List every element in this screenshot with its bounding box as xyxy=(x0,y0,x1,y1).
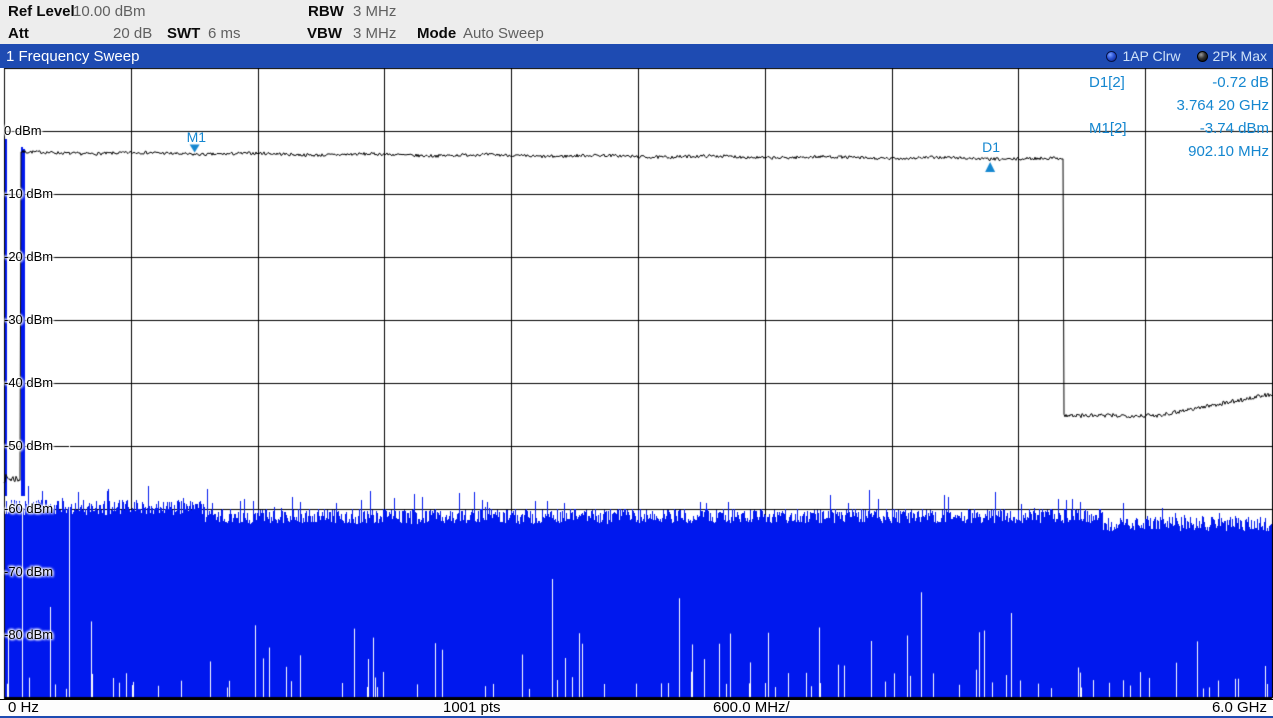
trace2-indicator[interactable]: 2Pk Max xyxy=(1196,48,1267,64)
marker-readout-row: 3.764 20 GHz xyxy=(1089,97,1269,120)
marker-readout-value: -3.74 dBm xyxy=(1199,120,1269,137)
stop-frequency: 6.0 GHz xyxy=(1211,699,1267,716)
spectrum-plot: 0 dBm -10 dBm -20 dBm -30 dBm -40 dBm -50 dBm… xyxy=(0,68,1273,699)
trace2-label: 2Pk Max xyxy=(1212,48,1267,64)
y-axis-label: -50 dBm xyxy=(4,438,54,453)
ref-level-label[interactable]: Ref Level xyxy=(8,3,75,20)
marker-readout-name: D1[2] xyxy=(1089,74,1125,91)
swt-value[interactable]: 6 ms xyxy=(208,25,241,42)
marker-label-d1[interactable]: D1 xyxy=(982,139,1001,156)
marker-readout-value: 3.764 20 GHz xyxy=(1176,97,1269,114)
trace1-color-icon xyxy=(1106,50,1118,62)
frequency-per-division: 600.0 MHz/ xyxy=(713,699,790,716)
sweep-points: 1001 pts xyxy=(443,699,501,716)
att-label[interactable]: Att xyxy=(8,25,29,42)
y-axis-label: -60 dBm xyxy=(4,501,54,516)
window-titlebar: 1 Frequency Sweep 1AP Clrw 2Pk Max xyxy=(0,44,1273,68)
rbw-label[interactable]: RBW xyxy=(308,3,344,20)
trace1-label: 1AP Clrw xyxy=(1122,48,1181,64)
y-axis-label: -10 dBm xyxy=(4,186,54,201)
start-frequency: 0 Hz xyxy=(8,699,39,716)
spectrum-canvas[interactable] xyxy=(0,68,1273,699)
vbw-value[interactable]: 3 MHz xyxy=(353,25,397,42)
marker-readout-value: 902.10 MHz xyxy=(1188,143,1269,160)
trace-legend: 1AP Clrw 2Pk Max xyxy=(1106,48,1267,64)
y-axis-label: -80 dBm xyxy=(4,627,54,642)
trace2-color-icon xyxy=(1196,50,1208,62)
marker-readout-name: M1[2] xyxy=(1089,120,1127,137)
window-title: 1 Frequency Sweep xyxy=(6,47,140,65)
mode-label[interactable]: Mode xyxy=(417,25,457,42)
y-axis-label: -70 dBm xyxy=(4,564,54,579)
trace1-indicator[interactable]: 1AP Clrw xyxy=(1106,48,1181,64)
y-axis-label: -20 dBm xyxy=(4,249,54,264)
y-axis-label: -30 dBm xyxy=(4,312,54,327)
frequency-footer: 0 Hz 1001 pts 600.0 MHz/ 6.0 GHz xyxy=(0,699,1273,718)
y-axis-label: 0 dBm xyxy=(4,123,42,138)
att-value[interactable]: 20 dB xyxy=(113,25,153,42)
y-axis-label: -40 dBm xyxy=(4,375,54,390)
rbw-value[interactable]: 3 MHz xyxy=(353,3,397,20)
marker-readout-row: D1[2] -0.72 dB xyxy=(1089,74,1269,97)
swt-label[interactable]: SWT xyxy=(167,25,201,42)
settings-header: Ref Level 10.00 dBm RBW 3 MHz Att 20 dB … xyxy=(0,0,1273,44)
mode-value[interactable]: Auto Sweep xyxy=(463,25,544,42)
marker-readout-row: M1[2] -3.74 dBm xyxy=(1089,120,1269,143)
marker-readout-panel: D1[2] -0.72 dB 3.764 20 GHz M1[2] -3.74 dBm 9… xyxy=(1089,74,1269,166)
marker-readout-row: 902.10 MHz xyxy=(1089,143,1269,166)
marker-label-m1[interactable]: M1 xyxy=(186,128,207,145)
vbw-label[interactable]: VBW xyxy=(307,25,342,42)
ref-level-value[interactable]: 10.00 dBm xyxy=(73,3,146,20)
marker-readout-value: -0.72 dB xyxy=(1212,74,1269,91)
